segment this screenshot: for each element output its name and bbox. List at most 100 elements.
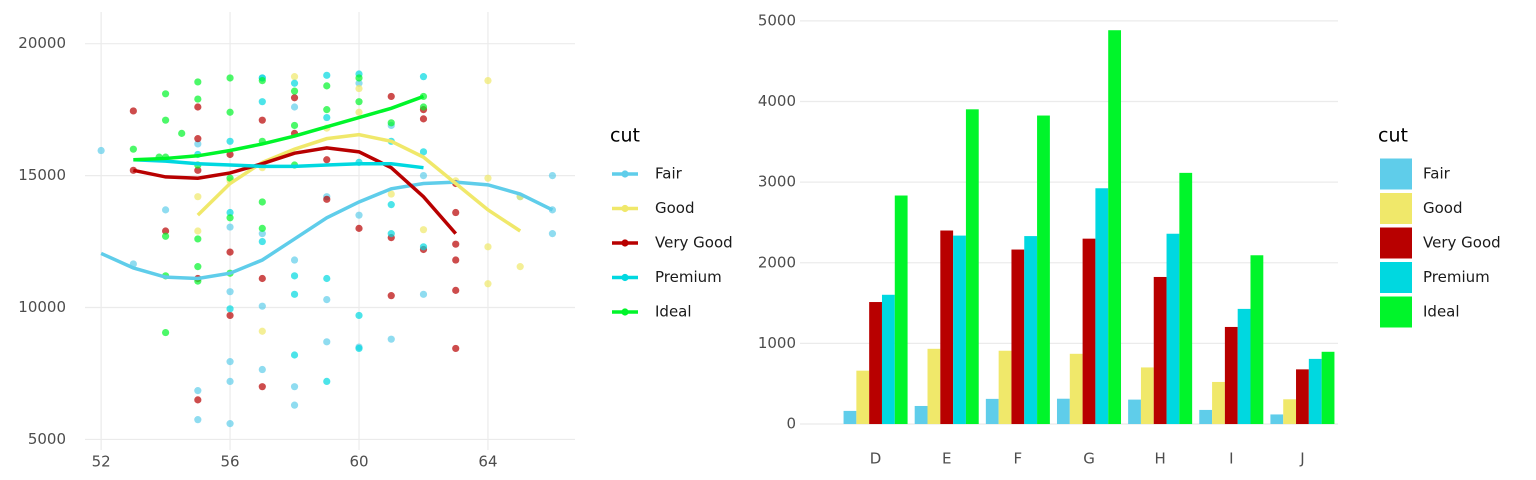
point [129, 107, 137, 115]
y-tick-label: 5000 [758, 11, 796, 29]
point [355, 98, 363, 106]
bar [1140, 367, 1154, 425]
bar [914, 405, 928, 425]
point [387, 230, 395, 238]
bar [1108, 30, 1122, 425]
y-tick-label: 1000 [758, 334, 796, 352]
legend-label: Good [655, 199, 695, 217]
point [452, 344, 460, 353]
point [419, 115, 428, 123]
point [323, 156, 331, 164]
y-tick-label: 5000 [28, 430, 66, 448]
bar [985, 398, 999, 425]
point [226, 420, 234, 428]
point [387, 201, 395, 209]
point [355, 74, 363, 82]
smooth-line [133, 158, 424, 170]
point [161, 328, 170, 337]
point [290, 94, 299, 102]
point [290, 256, 299, 264]
point [194, 193, 202, 201]
x-tick-label: D [870, 450, 882, 468]
point [387, 292, 395, 300]
point [258, 237, 266, 246]
bar [1199, 409, 1213, 425]
point [387, 335, 395, 343]
point [355, 224, 363, 232]
smooth-line [196, 132, 522, 233]
point [161, 206, 170, 214]
bar [1237, 308, 1251, 425]
legend-key [1380, 296, 1412, 328]
legend-title: cut [610, 125, 640, 147]
point [226, 150, 234, 159]
point [194, 135, 202, 143]
point [226, 108, 234, 116]
x-tick-label: 56 [221, 453, 240, 471]
point [226, 208, 234, 217]
y-tick-label: 20000 [18, 34, 66, 52]
x-tick-label: F [1014, 450, 1023, 468]
bar [965, 109, 979, 425]
x-tick-label: E [942, 450, 951, 468]
bar [927, 348, 941, 425]
point [290, 401, 299, 409]
bar [953, 235, 966, 425]
point [419, 148, 428, 156]
bar [1321, 351, 1335, 425]
y-tick-label: 2000 [758, 253, 796, 271]
point [419, 290, 428, 298]
point [258, 98, 266, 106]
point [323, 195, 331, 203]
point [194, 263, 202, 271]
legend-label: Good [1423, 199, 1463, 217]
bar [1166, 233, 1180, 425]
point [419, 171, 428, 180]
point [419, 243, 428, 251]
point [226, 377, 234, 385]
point [355, 311, 363, 320]
point [290, 383, 299, 391]
legend-label: Very Good [1423, 234, 1501, 252]
point [548, 230, 557, 238]
point [323, 71, 331, 79]
point [258, 365, 266, 374]
bar [1095, 188, 1109, 425]
point [484, 174, 492, 182]
point [355, 84, 363, 93]
legend-key [1380, 227, 1412, 259]
point [161, 116, 170, 124]
point [290, 272, 299, 280]
bar [881, 294, 895, 425]
bar [1224, 326, 1238, 425]
y-tick-label: 15000 [18, 166, 66, 184]
bar [856, 370, 870, 425]
point [290, 79, 299, 87]
point [226, 223, 234, 231]
smooth-line [133, 94, 425, 162]
bar [843, 410, 857, 425]
point [194, 140, 202, 148]
x-tick-label: I [1229, 450, 1233, 468]
x-tick-label: 60 [349, 453, 368, 471]
point [355, 344, 363, 353]
point [226, 74, 234, 82]
point [323, 82, 331, 90]
point [452, 208, 460, 217]
point [226, 288, 234, 296]
x-tick-label: J [1299, 450, 1304, 468]
point [290, 87, 299, 95]
point [290, 73, 299, 81]
legend-label: Ideal [1423, 303, 1460, 321]
point [355, 79, 363, 87]
legend-label: Ideal [655, 303, 692, 321]
point [387, 92, 395, 101]
point [419, 73, 428, 81]
point [258, 198, 266, 206]
bar [869, 302, 882, 425]
point [387, 190, 395, 198]
point [452, 240, 460, 248]
point [194, 416, 202, 424]
point [548, 171, 557, 180]
point [258, 77, 266, 85]
